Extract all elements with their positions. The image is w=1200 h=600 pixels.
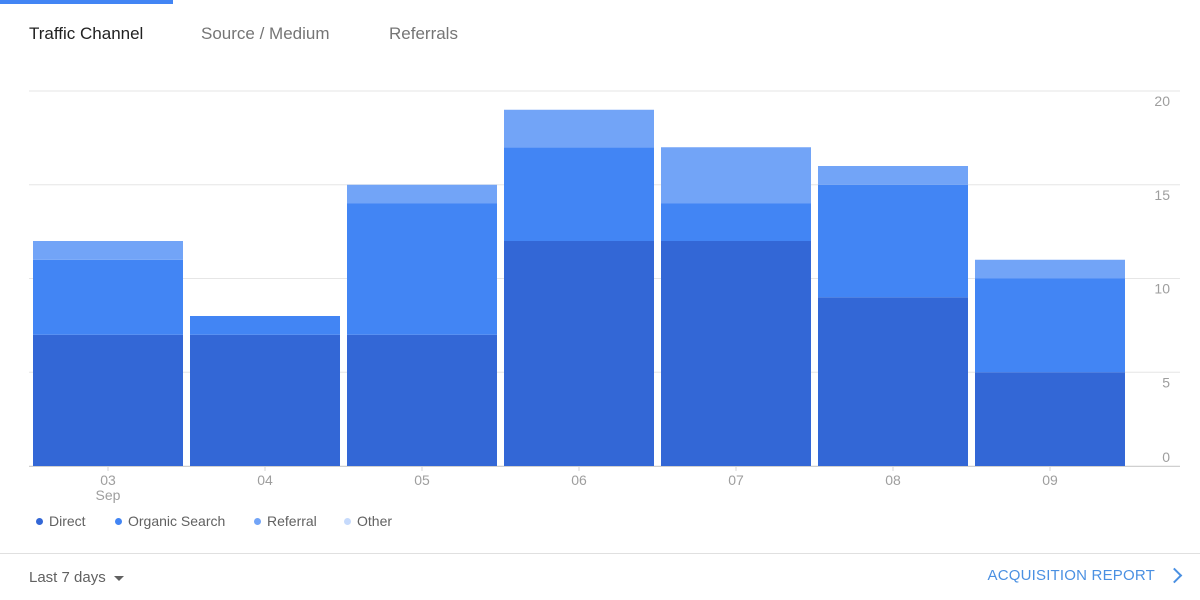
legend-dot-icon	[115, 517, 122, 525]
legend-label: Direct	[49, 513, 86, 529]
bar-segment-direct[interactable]	[504, 241, 654, 466]
legend-dot-icon	[254, 517, 261, 525]
bar-segment-referral[interactable]	[975, 259, 1125, 279]
date-range-dropdown[interactable]: Last 7 days	[29, 569, 124, 586]
bar-segment-organic-search[interactable]	[975, 278, 1125, 373]
bar-segment-referral[interactable]	[661, 147, 811, 204]
chevron-right-icon	[1166, 567, 1183, 584]
x-tick-label: 05	[414, 472, 430, 488]
legend-item-other: Other	[344, 513, 392, 529]
bar-segment-direct[interactable]	[661, 241, 811, 466]
bar-segment-direct[interactable]	[975, 372, 1125, 466]
legend-label: Organic Search	[128, 513, 226, 529]
x-tick-label: 09	[1042, 472, 1058, 488]
legend-dot-icon	[344, 517, 351, 525]
legend-dot-icon	[36, 517, 43, 525]
y-tick-label: 10	[1154, 281, 1170, 297]
tab-source-medium[interactable]: Source / Medium	[201, 24, 330, 43]
x-tick-label: 06	[571, 472, 587, 488]
bar-segment-organic-search[interactable]	[818, 184, 968, 298]
bar-segment-direct[interactable]	[190, 334, 340, 466]
y-tick-label: 5	[1162, 374, 1170, 390]
date-range-label: Last 7 days	[29, 569, 106, 586]
legend-item-direct: Direct	[36, 513, 86, 529]
x-tick-sublabel: Sep	[96, 487, 121, 503]
y-tick-label: 20	[1154, 93, 1170, 109]
bar-segment-direct[interactable]	[347, 334, 497, 466]
bar-segment-organic-search[interactable]	[347, 203, 497, 335]
acquisition-report-link[interactable]: ACQUISITION REPORT	[987, 567, 1183, 584]
y-tick-label: 0	[1162, 449, 1170, 465]
legend-item-organic-search: Organic Search	[115, 513, 225, 529]
bar-segment-organic-search[interactable]	[661, 203, 811, 242]
caret-down-icon	[113, 576, 124, 581]
tab-referrals[interactable]: Referrals	[389, 24, 458, 43]
bar-segment-organic-search[interactable]	[504, 147, 654, 241]
bar-segment-referral[interactable]	[33, 241, 183, 260]
x-tick-label: 07	[728, 472, 744, 488]
bar-segment-referral[interactable]	[504, 109, 654, 148]
x-tick-label: 03	[100, 472, 116, 488]
bar-segment-direct[interactable]	[33, 334, 183, 466]
legend-item-referral: Referral	[254, 513, 317, 529]
active-tab-indicator	[0, 0, 173, 4]
legend-label: Other	[357, 513, 393, 529]
bar-segment-referral[interactable]	[347, 184, 497, 204]
x-tick-label: 08	[885, 472, 901, 488]
bar-segment-referral[interactable]	[818, 166, 968, 185]
tab-traffic-channel[interactable]: Traffic Channel	[29, 24, 144, 43]
acquisition-report-label: ACQUISITION REPORT	[987, 567, 1155, 584]
x-tick-label: 04	[257, 472, 273, 488]
bar-segment-organic-search[interactable]	[190, 316, 340, 335]
bar-segment-direct[interactable]	[818, 297, 968, 466]
legend-label: Referral	[267, 513, 317, 529]
bar-segment-organic-search[interactable]	[33, 259, 183, 335]
y-tick-label: 15	[1154, 187, 1170, 203]
footer-divider	[0, 553, 1200, 554]
